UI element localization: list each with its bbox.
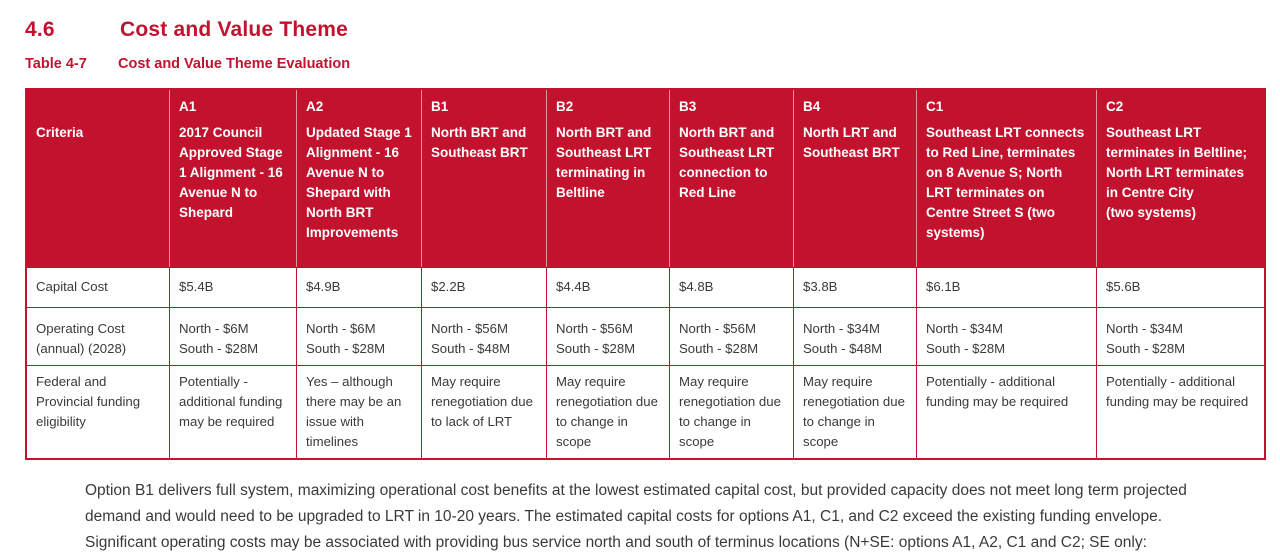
cell-capital-b2: $4.4B [547, 267, 670, 307]
summary-paragraph: Option B1 delivers full system, maximizi… [85, 481, 1187, 560]
section-number: 4.6 [25, 18, 55, 41]
cell-operating-c1: North - $34M South - $28M [917, 307, 1097, 365]
section-heading: 4.6 Cost and Value Theme [25, 18, 1280, 42]
option-code: B3 [679, 99, 697, 114]
option-desc: Updated Stage 1 Alignment - 16 Avenue N … [306, 125, 412, 240]
option-code: B2 [556, 99, 574, 114]
cell-capital-b3: $4.8B [670, 267, 794, 307]
option-code: A2 [306, 99, 324, 114]
option-code: B1 [431, 99, 449, 114]
cell-funding-b2: May require renegotiation due to change … [547, 365, 670, 458]
cell-operating-b1: North - $56M South - $48M [422, 307, 547, 365]
table-header-row: Criteria A1 2017 Council Approved Stage … [27, 90, 1264, 267]
cell-funding-a2: Yes – although there may be an issue wit… [297, 365, 422, 458]
column-header-a2: A2 Updated Stage 1 Alignment - 16 Avenue… [297, 90, 422, 267]
option-code: C2 [1106, 99, 1124, 114]
option-desc: North BRT and Southeast LRT connection t… [679, 125, 775, 200]
option-desc: North BRT and Southeast BRT [431, 125, 528, 160]
column-header-c2: C2 Southeast LRT terminates in Beltline;… [1097, 90, 1264, 267]
row-label: Federal and Provincial funding eligibili… [27, 365, 170, 458]
option-desc: North BRT and Southeast LRT terminating … [556, 125, 652, 200]
column-header-criteria: Criteria [27, 90, 170, 267]
section-title: Cost and Value Theme [120, 18, 349, 41]
option-desc: Southeast LRT terminates in Beltline; No… [1106, 125, 1248, 220]
cell-funding-b1: May require renegotiation due to lack of… [422, 365, 547, 458]
column-header-b1: B1 North BRT and Southeast BRT [422, 90, 547, 267]
option-code: B4 [803, 99, 821, 114]
column-header-b2: B2 North BRT and Southeast LRT terminati… [547, 90, 670, 267]
cell-capital-c1: $6.1B [917, 267, 1097, 307]
table-caption-text: Cost and Value Theme Evaluation [118, 56, 351, 72]
column-header-a1: A1 2017 Council Approved Stage 1 Alignme… [170, 90, 297, 267]
table-row-funding-eligibility: Federal and Provincial funding eligibili… [27, 365, 1264, 458]
row-label: Operating Cost (annual) (2028) [27, 307, 170, 365]
option-desc: Southeast LRT connects to Red Line, term… [926, 125, 1085, 240]
column-header-c1: C1 Southeast LRT connects to Red Line, t… [917, 90, 1097, 267]
option-desc: 2017 Council Approved Stage 1 Alignment … [179, 125, 283, 220]
cell-operating-b3: North - $56M South - $28M [670, 307, 794, 365]
cell-capital-b1: $2.2B [422, 267, 547, 307]
evaluation-table: Criteria A1 2017 Council Approved Stage … [25, 88, 1266, 460]
cell-funding-c2: Potentially - additional funding may be … [1097, 365, 1264, 458]
cell-operating-c2: North - $34M South - $28M [1097, 307, 1264, 365]
cell-funding-c1: Potentially - additional funding may be … [917, 365, 1097, 458]
table-row-capital-cost: Capital Cost $5.4B $4.9B $2.2B $4.4B $4.… [27, 267, 1264, 307]
column-header-b4: B4 North LRT and Southeast BRT [794, 90, 917, 267]
table-row-operating-cost: Operating Cost (annual) (2028) North - $… [27, 307, 1264, 365]
cell-capital-a2: $4.9B [297, 267, 422, 307]
cell-funding-a1: Potentially - additional funding may be … [170, 365, 297, 458]
option-desc: North LRT and Southeast BRT [803, 125, 900, 160]
cell-operating-b4: North - $34M South - $48M [794, 307, 917, 365]
cell-capital-a1: $5.4B [170, 267, 297, 307]
column-header-b3: B3 North BRT and Southeast LRT connectio… [670, 90, 794, 267]
cell-capital-c2: $5.6B [1097, 267, 1264, 307]
cell-operating-b2: North - $56M South - $28M [547, 307, 670, 365]
option-code: A1 [179, 99, 197, 114]
cell-funding-b4: May require renegotiation due to change … [794, 365, 917, 458]
cell-operating-a1: North - $6M South - $28M [170, 307, 297, 365]
table-caption-label: Table 4-7 [25, 56, 87, 72]
option-code: C1 [926, 99, 944, 114]
cell-funding-b3: May require renegotiation due to change … [670, 365, 794, 458]
cell-operating-a2: North - $6M South - $28M [297, 307, 422, 365]
cell-capital-b4: $3.8B [794, 267, 917, 307]
table-caption: Table 4-7 Cost and Value Theme Evaluatio… [25, 56, 1280, 72]
row-label: Capital Cost [27, 267, 170, 307]
